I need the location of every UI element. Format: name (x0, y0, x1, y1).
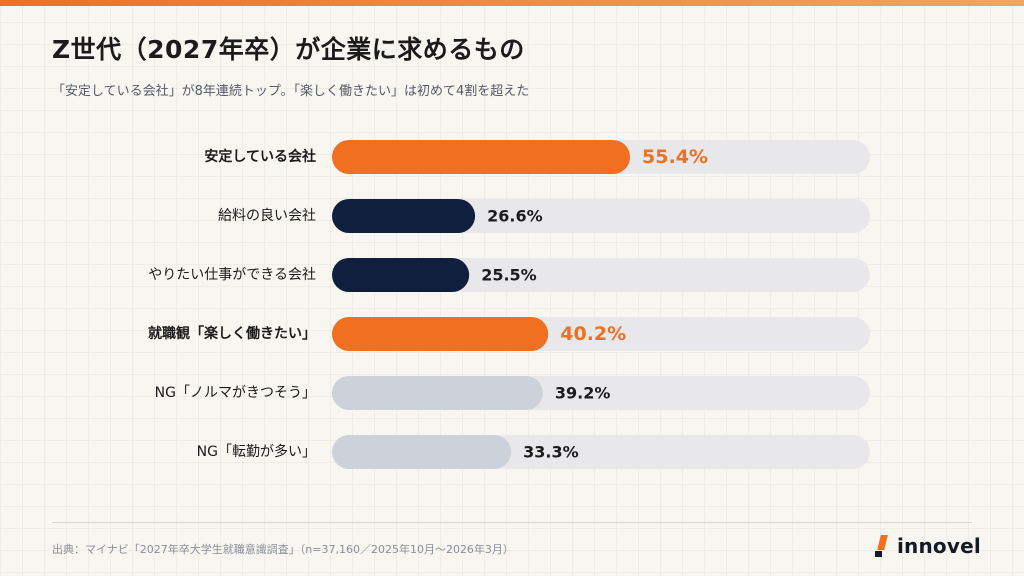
value-label: 25.5% (481, 266, 537, 285)
category-label: NG「ノルマがきつそう」 (155, 385, 316, 401)
value-label: 55.4% (642, 146, 708, 168)
category-label: 安定している会社 (204, 148, 316, 165)
value-label: 33.3% (523, 443, 579, 462)
value-label: 26.6% (487, 207, 543, 226)
footer-divider (52, 522, 972, 523)
source-note: 出典：マイナビ「2027年卒大学生就職意識調査」（n=37,160／2025年1… (52, 543, 514, 556)
category-label: 給料の良い会社 (218, 208, 316, 224)
bar (332, 258, 470, 292)
bar (332, 140, 631, 174)
value-label: 40.2% (560, 323, 626, 345)
category-label: NG「転勤が多い」 (197, 443, 316, 460)
bar (332, 376, 543, 410)
category-label: 就職観「楽しく働きたい」 (148, 325, 316, 342)
brand-logo: innovel (874, 534, 981, 558)
top-accent-bar (0, 0, 1024, 6)
bar (332, 435, 512, 469)
logo-text: innovel (897, 534, 981, 558)
category-label: やりたい仕事ができる会社 (148, 267, 316, 283)
logo-mark-icon (874, 535, 892, 557)
bar (332, 199, 476, 233)
bar (332, 317, 549, 351)
value-label: 39.2% (555, 384, 611, 403)
page-subtitle: 「安定している会社」が8年連続トップ。「楽しく働きたい」は初めて4割を超えた (52, 84, 530, 99)
page-title: Z世代（2027年卒）が企業に求めるもの (52, 35, 525, 64)
